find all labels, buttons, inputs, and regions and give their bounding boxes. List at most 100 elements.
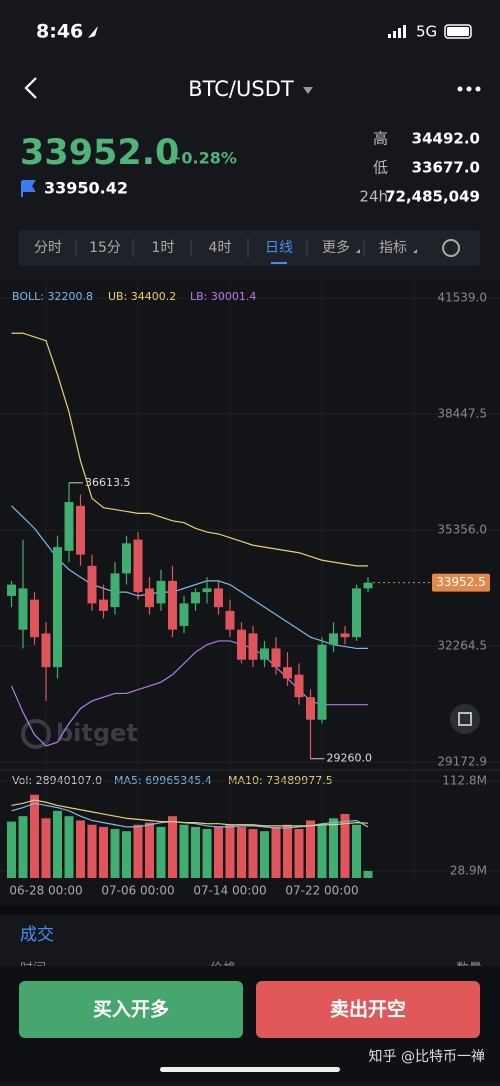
back-button[interactable] [24, 77, 37, 99]
candle-body [7, 584, 16, 596]
tab-bar [18, 230, 480, 266]
y-tick-label: 35356.0 [437, 522, 487, 536]
y-tick-label: 32264.5 [437, 638, 487, 652]
sell-label: 卖出开空 [330, 998, 406, 1021]
tab[interactable]: 指标 [379, 240, 407, 256]
volume-bar [317, 824, 327, 878]
footer-watermark: 知乎 @比特币一禅 [369, 1048, 485, 1065]
stat-label: 24h [359, 188, 388, 206]
indicator-legend: LB: 30001.4 [190, 290, 256, 303]
battery [444, 24, 472, 39]
candle-body [248, 633, 258, 660]
candle-body [110, 573, 120, 608]
current-price-tag [432, 573, 490, 592]
current-price-label: 33952.5 [436, 575, 486, 589]
y-tick-label: 29172.9 [437, 755, 487, 769]
volume-bar [122, 831, 131, 878]
candle-body [18, 588, 28, 630]
volume-bar [352, 824, 361, 878]
tab[interactable]: 15分 [89, 240, 121, 256]
chart-panel [0, 280, 500, 905]
candle-body [237, 629, 246, 660]
volume-bar [179, 824, 189, 878]
candle-body [271, 648, 281, 668]
boll-line [11, 332, 369, 567]
volume-bar [294, 829, 304, 878]
buy-button[interactable] [19, 981, 243, 1038]
candle-body [53, 547, 62, 668]
volume-bar [237, 826, 246, 878]
location-icon [88, 26, 98, 38]
volume-bar [110, 829, 120, 878]
tab[interactable]: 日线 [265, 240, 293, 256]
candle-body [329, 633, 338, 645]
tab-caret [356, 249, 360, 253]
chart-watermark: bitget [56, 719, 138, 747]
candle-body [225, 610, 235, 630]
candle-body [306, 697, 315, 720]
tab[interactable]: 更多 [322, 239, 350, 256]
volume-bar [156, 826, 166, 878]
volume-bar [30, 794, 39, 878]
volume-bar [248, 829, 258, 878]
buy-label: 买入开多 [93, 998, 169, 1021]
candle-body [99, 599, 108, 611]
fullscreen-button[interactable] [450, 704, 480, 734]
candle-body [122, 543, 131, 574]
tab[interactable]: 4时 [209, 240, 232, 256]
volume-bar [18, 816, 28, 878]
candle-body [64, 502, 74, 551]
low-marker-label: 29260.0 [327, 752, 373, 765]
x-tick-label: 07-14 00:00 [193, 884, 266, 898]
last-price: 33952.0 [20, 133, 179, 173]
trades-title: 成交 [20, 925, 54, 945]
tab[interactable]: 1时 [152, 240, 175, 256]
volume-tick-label: 28.9M [450, 864, 487, 878]
indicator-legend: BOLL: 32200.8 [12, 290, 93, 303]
fullscreen-icon [458, 712, 472, 726]
volume-bar [41, 818, 51, 878]
battery-level [447, 27, 469, 36]
index-price: 33950.42 [44, 179, 128, 198]
tab-underline [271, 262, 287, 264]
watermark-logo [21, 719, 51, 749]
volume-bar [260, 831, 269, 878]
indicator-legend: UB: 34400.2 [108, 290, 176, 303]
volume-bar [53, 810, 62, 878]
candle-body [30, 599, 39, 638]
volume-tick-label: 112.8M [442, 774, 487, 788]
tab[interactable]: 分时 [34, 240, 62, 256]
candle-body [317, 644, 327, 720]
stat-label: 高 [373, 130, 388, 148]
more-button[interactable] [457, 86, 481, 92]
volume-bar [329, 818, 338, 878]
volume-bar [202, 829, 212, 878]
status-time: 8:46 [36, 21, 83, 43]
volume-bar [225, 824, 235, 878]
volume-bar [168, 816, 177, 878]
volume-bar [64, 816, 74, 878]
price-change: +0.28% [168, 149, 237, 168]
stat-value: 34492.0 [412, 130, 480, 148]
section-gap [0, 905, 500, 915]
sell-button[interactable] [256, 981, 480, 1038]
signal-icon [388, 25, 406, 38]
candle-body [133, 539, 143, 593]
candle-body [214, 588, 223, 608]
candle-body [202, 588, 212, 593]
home-indicator [160, 1067, 340, 1072]
pair-title[interactable]: BTC/USDT [188, 77, 294, 101]
volume-bar [145, 822, 154, 878]
dropdown-arrow [303, 87, 313, 94]
boll-line [11, 505, 369, 650]
volume-bar [133, 824, 143, 878]
candle-body [363, 582, 373, 589]
candle-body [145, 588, 154, 608]
y-tick-label: 41539.0 [437, 291, 487, 305]
settings-button[interactable] [442, 239, 460, 257]
candle-body [87, 565, 97, 604]
x-tick-label: 07-22 00:00 [285, 884, 358, 898]
volume-bar [99, 826, 108, 878]
candle-body [41, 633, 51, 668]
flag-icon [21, 180, 36, 197]
